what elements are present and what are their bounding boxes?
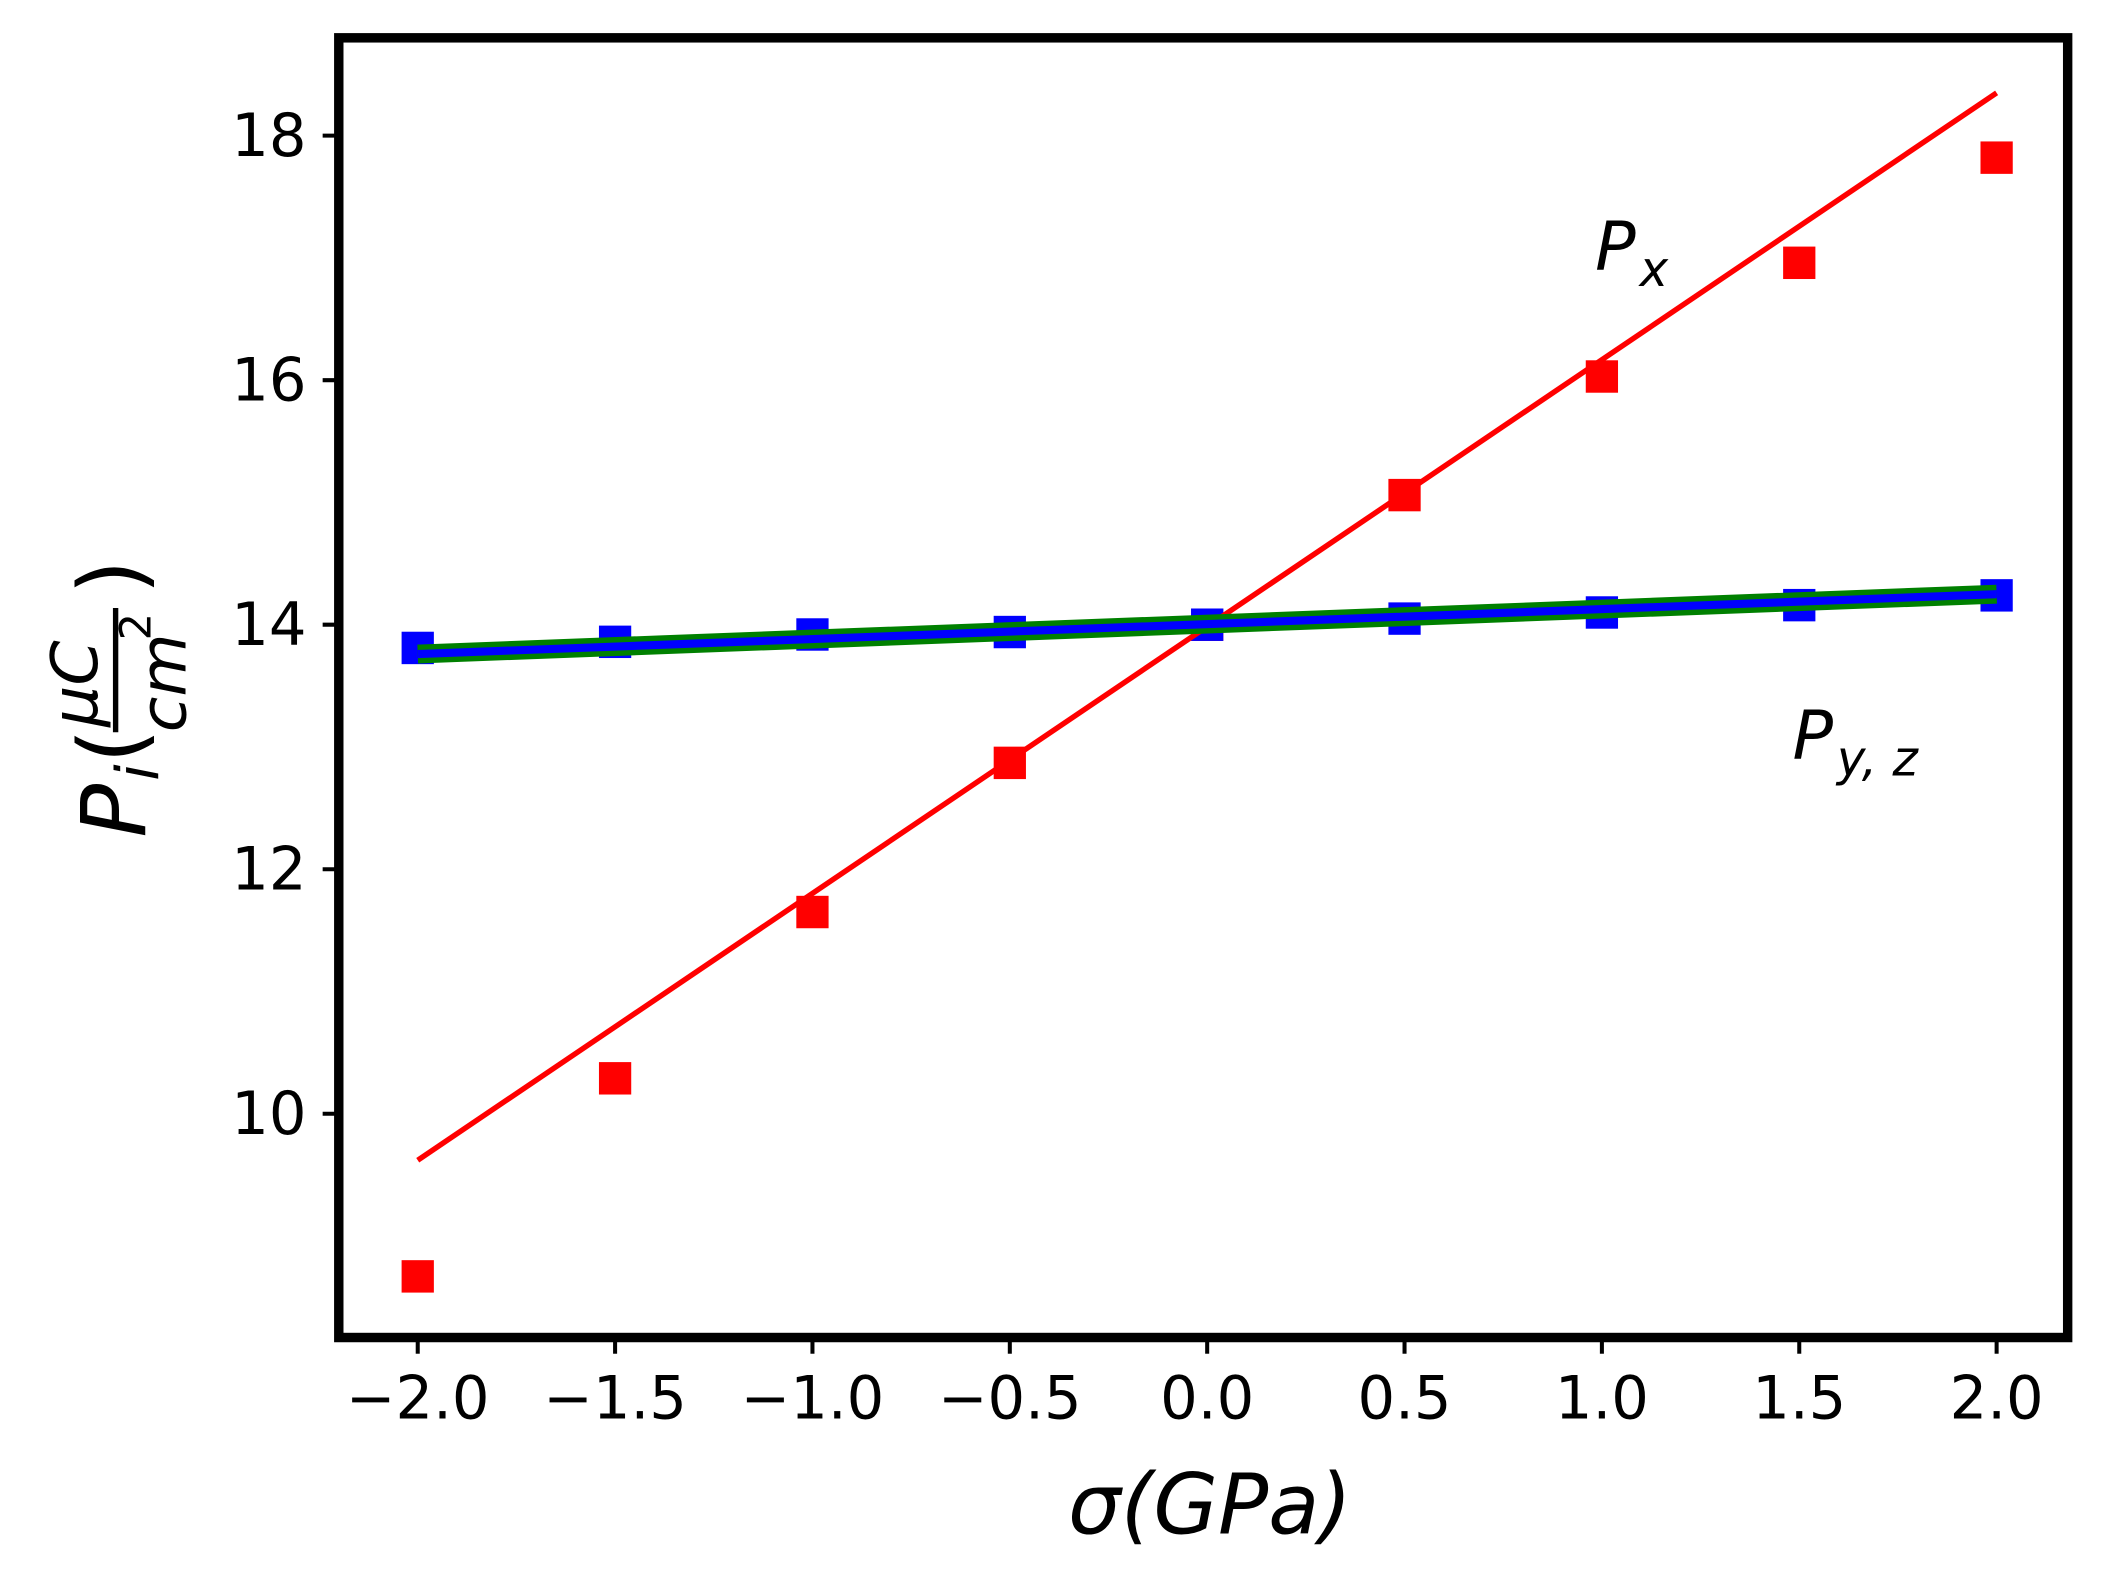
y-label-close-paren: ): [60, 560, 164, 595]
data-point: [401, 1260, 434, 1293]
y-axis-label: P i ( μC cm 2 ): [38, 560, 202, 838]
annotation-label: P: [1793, 696, 1834, 775]
x-tick-label: −1.5: [543, 1363, 687, 1432]
x-tick-label: −2.0: [346, 1363, 490, 1432]
annotation-subscript: x: [1638, 242, 1670, 298]
y-tick-label: 14: [231, 590, 306, 659]
data-point: [1980, 141, 2013, 174]
y-tick-label: 18: [231, 101, 306, 170]
axis-ticks: −2.0 −1.5 −1.0 −0.5 0.0 0.5 1.0 1.5 2.0 10 12 14 16 1…: [231, 101, 2043, 1433]
plot-area: [401, 90, 2013, 1293]
y-tick-label: 10: [231, 1079, 306, 1148]
x-tick-label: 1.5: [1752, 1363, 1846, 1432]
y-label-superscript: 2: [112, 613, 162, 641]
x-tick-label: 1.0: [1555, 1363, 1649, 1432]
axes-frame: [334, 33, 2073, 1343]
x-tick-label: −0.5: [938, 1363, 1082, 1432]
data-point: [598, 1062, 632, 1095]
x-tick-label: 2.0: [1950, 1363, 2044, 1432]
x-tick-label: −1.0: [741, 1363, 885, 1432]
x-axis-label: σ(GPa): [1068, 1455, 1352, 1553]
annotation-subscript: y, z: [1835, 731, 1920, 787]
annotation-label: P: [1595, 207, 1636, 286]
y-tick-label: 12: [231, 834, 306, 903]
x-tick-label: 0.0: [1160, 1363, 1254, 1432]
fit-line: [417, 590, 1997, 659]
y-label-denominator: cm: [127, 633, 202, 732]
x-tick-label: 0.5: [1358, 1363, 1452, 1432]
y-label-sub: i: [104, 764, 173, 781]
y-label-open-paren: (: [60, 729, 164, 764]
y-tick-label: 16: [231, 345, 306, 414]
data-point: [1783, 246, 1816, 280]
y-label-main: P: [62, 784, 166, 838]
y-label-numerator: μC: [38, 640, 113, 728]
